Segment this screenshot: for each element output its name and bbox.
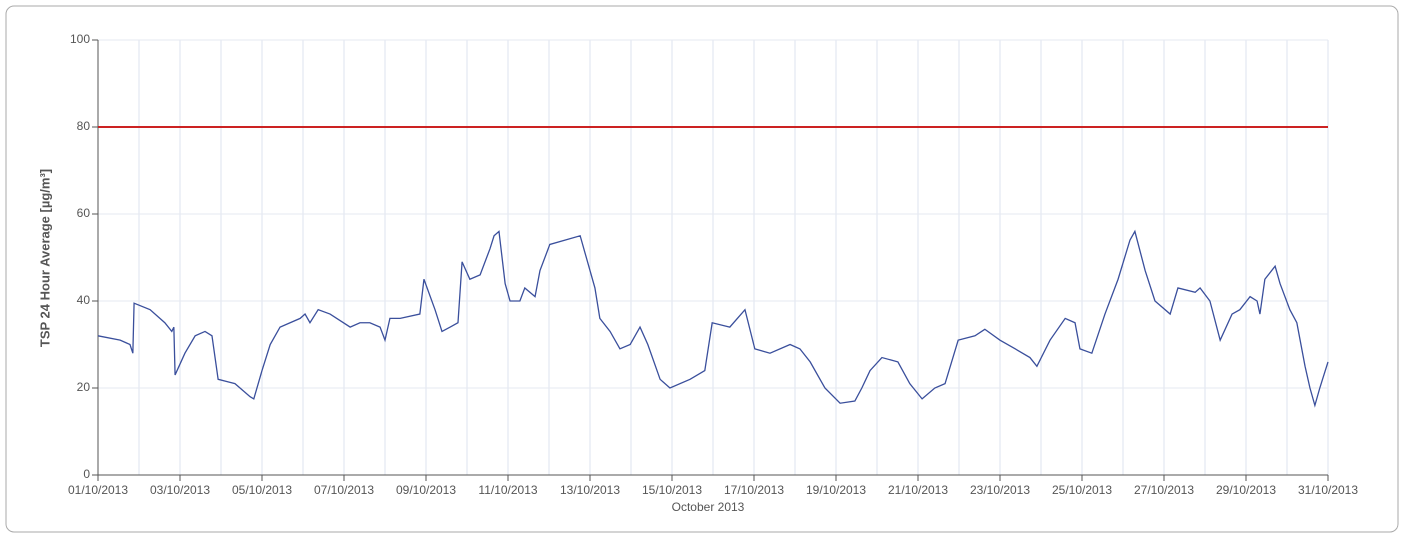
x-tick-label: 21/10/2013 (888, 483, 948, 497)
x-tick-label: 27/10/2013 (1134, 483, 1194, 497)
y-tick-label: 100 (70, 32, 90, 46)
x-tick-label: 19/10/2013 (806, 483, 866, 497)
x-tick-label: 31/10/2013 (1298, 483, 1358, 497)
y-tick-label: 20 (77, 380, 91, 394)
x-tick-label: 03/10/2013 (150, 483, 210, 497)
x-tick-label: 15/10/2013 (642, 483, 702, 497)
x-tick-label: 23/10/2013 (970, 483, 1030, 497)
x-tick-label: 13/10/2013 (560, 483, 620, 497)
y-tick-label: 80 (77, 119, 91, 133)
x-tick-label: 17/10/2013 (724, 483, 784, 497)
x-tick-label: 25/10/2013 (1052, 483, 1112, 497)
x-axis-label: October 2013 (672, 500, 745, 514)
chart-frame (5, 5, 1399, 533)
y-axis-label: TSP 24 Hour Average [µg/m³] (37, 169, 52, 347)
x-tick-label: 09/10/2013 (396, 483, 456, 497)
y-tick-label: 0 (83, 467, 90, 481)
y-tick-label: 60 (77, 206, 91, 220)
x-tick-label: 01/10/2013 (68, 483, 128, 497)
x-tick-label: 11/10/2013 (478, 483, 537, 497)
x-tick-label: 29/10/2013 (1216, 483, 1276, 497)
x-tick-label: 05/10/2013 (232, 483, 292, 497)
y-tick-label: 40 (77, 293, 91, 307)
x-tick-label: 07/10/2013 (314, 483, 374, 497)
data-line (97, 229, 1329, 408)
